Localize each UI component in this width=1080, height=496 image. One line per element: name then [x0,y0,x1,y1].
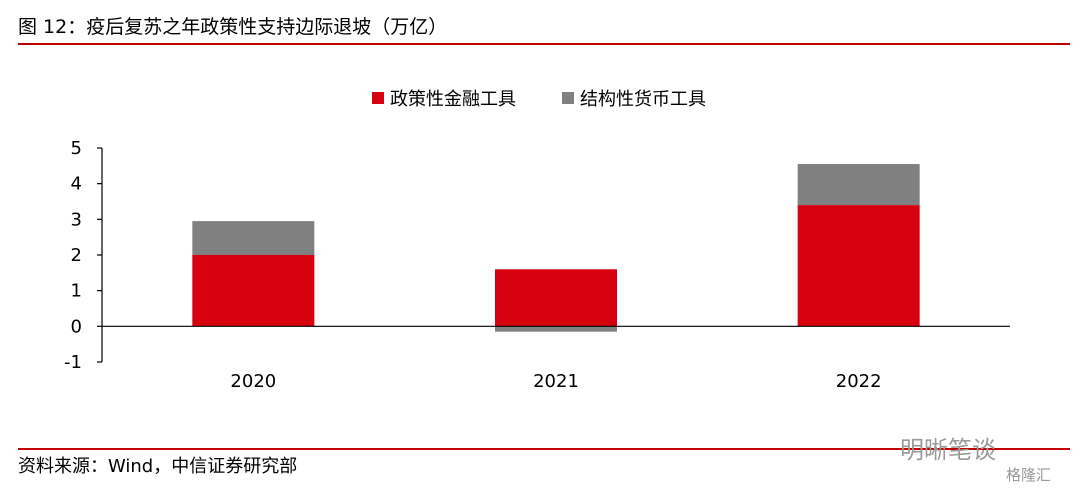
bar-structural-monetary-tool [192,221,315,255]
y-tick-label: 3 [71,209,82,230]
legend-item-structural-monetary-tool-label: 结构性货币工具 [580,89,706,110]
bar-policy-finance-tool [797,205,920,327]
y-tick-label: 1 [71,281,82,302]
x-tick-label: 2021 [533,371,579,392]
watermark: 明晰笔谈 [900,436,996,464]
y-tick-label: 4 [71,174,82,195]
bar-policy-finance-tool [495,269,617,327]
legend-item-structural-monetary-tool-swatch [562,92,574,104]
legend-item-policy-finance-tool-label: 政策性金融工具 [390,89,516,110]
axes-layer: 5 4 3 2 1 0 -1 2020 2021 2022 [64,138,1010,392]
y-tick-label: 2 [71,245,82,266]
bar-policy-finance-tool [192,255,315,327]
x-tick-label: 2022 [836,371,882,392]
source-note: 资料来源：Wind，中信证券研究部 [18,456,298,477]
bars-layer [192,164,920,332]
bar-structural-monetary-tool [495,326,617,332]
x-tick-label: 2020 [230,371,276,392]
legend-item-policy-finance-tool-swatch [372,92,384,104]
title-divider [18,43,1070,45]
bar-structural-monetary-tool [797,164,920,206]
legend: 政策性金融工具 结构性货币工具 [372,89,706,110]
y-tick-label: -1 [64,352,82,373]
y-tick-label: 0 [71,316,82,337]
source-divider [18,448,1070,450]
y-tick-label: 5 [71,138,82,159]
watermark-sub: 格隆汇 [1006,466,1052,484]
figure-title: 图 12：疫后复苏之年政策性支持边际退坡（万亿） [18,16,448,38]
